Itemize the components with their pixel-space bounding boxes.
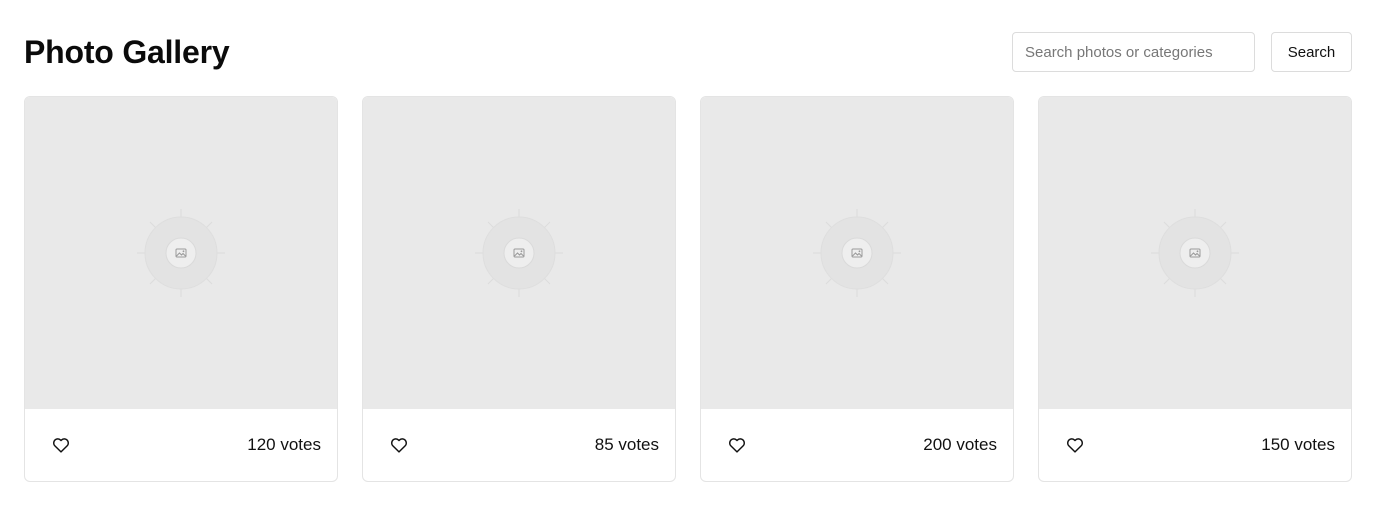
photo-card-footer: 150 votes bbox=[1039, 409, 1351, 481]
photo-image[interactable] bbox=[363, 97, 675, 409]
photo-image[interactable] bbox=[25, 97, 337, 409]
vote-count: 150 votes bbox=[1261, 435, 1335, 454]
image-placeholder-icon bbox=[813, 209, 901, 297]
heart-icon bbox=[1066, 438, 1084, 453]
photo-image[interactable] bbox=[701, 97, 1013, 409]
heart-icon bbox=[52, 438, 70, 453]
photo-card: 120 votes bbox=[24, 96, 338, 482]
photo-card-footer: 85 votes bbox=[363, 409, 675, 481]
search-input[interactable] bbox=[1012, 32, 1255, 72]
search-bar: Search bbox=[1012, 32, 1352, 72]
header: Photo Gallery Search bbox=[24, 32, 1352, 72]
like-button[interactable] bbox=[725, 433, 749, 457]
photo-card-footer: 200 votes bbox=[701, 409, 1013, 481]
photo-image[interactable] bbox=[1039, 97, 1351, 409]
vote-count: 200 votes bbox=[923, 435, 997, 454]
photo-card: 150 votes bbox=[1038, 96, 1352, 482]
vote-count: 120 votes bbox=[247, 435, 321, 454]
image-placeholder-icon bbox=[1151, 209, 1239, 297]
photo-card: 85 votes bbox=[362, 96, 676, 482]
photo-card-footer: 120 votes bbox=[25, 409, 337, 481]
like-button[interactable] bbox=[387, 433, 411, 457]
image-placeholder-icon bbox=[137, 209, 225, 297]
photo-grid: 120 votes bbox=[24, 96, 1352, 482]
like-button[interactable] bbox=[1063, 433, 1087, 457]
image-placeholder-icon bbox=[475, 209, 563, 297]
like-button[interactable] bbox=[49, 433, 73, 457]
heart-icon bbox=[390, 438, 408, 453]
photo-card: 200 votes bbox=[700, 96, 1014, 482]
heart-icon bbox=[728, 438, 746, 453]
search-button[interactable]: Search bbox=[1271, 32, 1352, 72]
vote-count: 85 votes bbox=[594, 435, 659, 454]
page-title: Photo Gallery bbox=[24, 34, 230, 70]
